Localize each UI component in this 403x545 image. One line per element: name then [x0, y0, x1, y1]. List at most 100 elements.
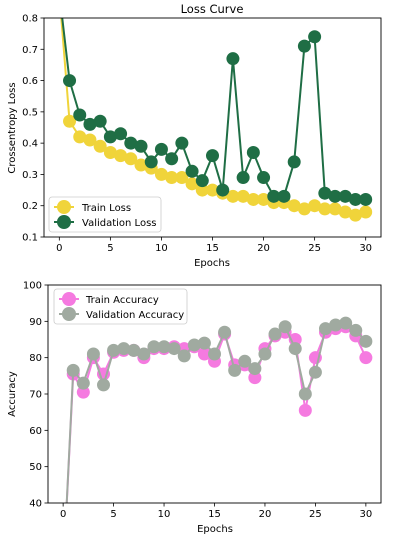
loss-y-axis-label: Crossentropy Loss	[7, 82, 18, 173]
validation-loss-point	[267, 189, 281, 203]
accuracy-x-ticks: 0 5 10 15 20 25 30	[60, 503, 372, 520]
validation-loss-point	[195, 174, 209, 188]
train-loss-point	[308, 199, 322, 213]
train-loss-point	[165, 171, 179, 185]
train-loss-point	[185, 177, 199, 191]
accuracy-legend: Train Accuracy Validation Accuracy	[53, 288, 188, 325]
validation-accuracy-point	[248, 362, 262, 376]
x-tick-label: 10	[155, 243, 168, 254]
validation-loss-point	[236, 171, 250, 185]
y-tick-label: 70	[29, 390, 42, 401]
train-loss-point	[134, 158, 148, 172]
y-tick-label: 0.7	[22, 45, 38, 56]
train-loss-point	[257, 192, 271, 206]
validation-accuracy-point	[86, 347, 100, 361]
train-accuracy-point	[359, 351, 373, 365]
validation-accuracy-point	[177, 349, 191, 363]
train-accuracy-point	[197, 347, 211, 361]
validation-loss-point	[103, 130, 117, 144]
validation-loss-point	[144, 155, 158, 169]
x-tick-label: 15	[206, 243, 219, 254]
validation-accuracy-point	[127, 343, 141, 357]
validation-loss-series	[61, 18, 373, 206]
x-tick-label: 20	[257, 243, 270, 254]
validation-accuracy-point	[298, 387, 312, 401]
train-accuracy-point	[76, 385, 90, 399]
legend-validation-accuracy-label: Validation Accuracy	[86, 310, 184, 321]
y-tick-label: 0.2	[22, 201, 38, 212]
train-loss-point	[93, 139, 107, 153]
loss-chart: Loss Curve 0 5 10 15 20 25 30 0.10.20.30.40.50…	[7, 2, 382, 269]
validation-loss-point	[185, 164, 199, 178]
y-tick-label: 100	[23, 281, 42, 292]
validation-accuracy-point	[208, 347, 221, 361]
legend-validation-loss-label: Validation Loss	[82, 218, 157, 229]
train-loss-series	[60, 18, 373, 222]
validation-loss-point	[216, 183, 230, 197]
train-loss-point	[103, 146, 117, 160]
y-tick-label: 50	[29, 462, 42, 473]
validation-loss-point	[83, 117, 97, 131]
validation-accuracy-point	[268, 327, 282, 341]
accuracy-y-axis-label: Accuracy	[7, 371, 18, 417]
accuracy-x-axis-label: Epochs	[197, 524, 233, 535]
legend-train-accuracy-marker	[62, 292, 76, 306]
train-loss-point	[226, 189, 240, 203]
validation-accuracy-point	[288, 342, 302, 356]
validation-loss-point	[246, 146, 260, 160]
validation-loss-point	[257, 171, 271, 185]
accuracy-y-ticks: 40 50 60 70 80 90 100	[23, 281, 48, 510]
validation-loss-line	[61, 18, 366, 201]
x-tick-label: 5	[107, 243, 113, 254]
x-tick-label: 30	[359, 243, 372, 254]
y-tick-label: 0.8	[22, 14, 38, 25]
legend-train-loss-label: Train Loss	[81, 203, 131, 214]
validation-loss-point	[287, 155, 301, 169]
validation-loss-point	[175, 136, 189, 150]
validation-accuracy-point	[339, 316, 353, 330]
validation-loss-point	[348, 192, 362, 206]
y-tick-label: 0.4	[22, 139, 38, 150]
loss-legend-frame	[48, 196, 162, 233]
x-tick-label: 30	[359, 509, 372, 520]
train-loss-point	[297, 202, 311, 216]
loss-x-ticks: 0 5 10 15 20 25 30	[56, 237, 372, 254]
train-accuracy-point	[248, 371, 262, 385]
accuracy-chart: 0 5 10 15 20 25 30 40 50 60 70 80 90 100 Epochs Accu…	[7, 281, 382, 535]
validation-loss-point	[165, 152, 179, 166]
legend-validation-loss-marker	[57, 215, 71, 229]
train-loss-point	[83, 133, 97, 147]
validation-accuracy-point	[157, 340, 171, 354]
validation-loss-point	[124, 136, 138, 150]
loss-chart-title: Loss Curve	[181, 2, 244, 16]
validation-accuracy-point	[76, 376, 90, 390]
train-loss-point	[124, 152, 138, 166]
train-loss-point	[338, 205, 352, 219]
validation-loss-point	[93, 114, 107, 128]
validation-accuracy-point	[228, 363, 242, 377]
train-loss-point	[206, 183, 219, 197]
validation-accuracy-point	[319, 322, 332, 336]
train-loss-point	[328, 202, 342, 216]
validation-loss-point	[338, 189, 352, 203]
validation-accuracy-point	[218, 325, 232, 339]
legend-train-accuracy-label: Train Accuracy	[85, 295, 159, 306]
train-loss-point	[63, 114, 77, 128]
validation-accuracy-point	[349, 323, 363, 337]
x-tick-label: 0	[56, 243, 62, 254]
x-tick-label: 0	[60, 509, 66, 520]
validation-accuracy-point	[308, 365, 322, 379]
validation-loss-point	[206, 149, 219, 163]
validation-accuracy-point	[197, 336, 211, 350]
validation-loss-point	[114, 127, 128, 141]
accuracy-legend-frame	[53, 288, 188, 325]
validation-loss-point	[359, 192, 373, 206]
legend-validation-accuracy-marker	[62, 307, 76, 321]
validation-loss-point	[297, 39, 311, 53]
validation-accuracy-point	[167, 342, 181, 356]
train-loss-point	[236, 189, 250, 203]
x-tick-label: 10	[158, 509, 171, 520]
y-tick-label: 90	[29, 317, 42, 328]
train-accuracy-point	[298, 403, 312, 417]
